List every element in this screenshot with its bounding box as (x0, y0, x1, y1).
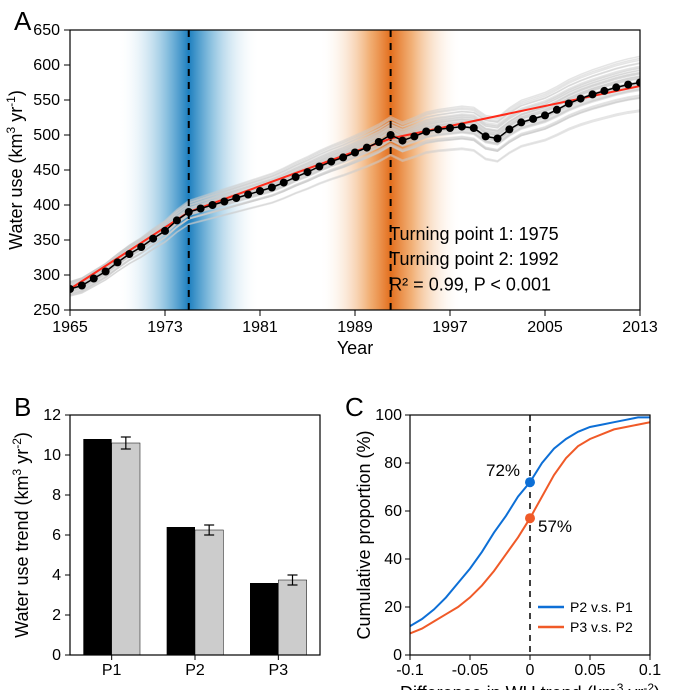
svg-text:57%: 57% (538, 517, 572, 536)
panel-a-chart: 1965 1973 1981 1989 1997 2005 2013 250 300 350 400… (0, 0, 679, 380)
svg-text:450: 450 (33, 162, 60, 179)
svg-text:2005: 2005 (527, 319, 563, 336)
svg-text:2013: 2013 (622, 319, 658, 336)
svg-text:Year: Year (337, 338, 373, 358)
svg-text:350: 350 (33, 232, 60, 249)
svg-text:1973: 1973 (147, 319, 183, 336)
panel-c-chart: 72% 57% -0.1 -0.05 0 0.05 0.1 0 20 40 60 80 100 Diffe… (345, 400, 679, 690)
svg-text:P2: P2 (185, 662, 205, 679)
svg-text:12: 12 (43, 407, 61, 424)
svg-text:P1: P1 (102, 662, 122, 679)
svg-text:Turning point 2: 1992: Turning point 2: 1992 (389, 249, 558, 269)
svg-text:Water use trend (km3 yr-2): Water use trend (km3 yr-2) (10, 432, 32, 638)
svg-text:60: 60 (384, 503, 402, 520)
svg-text:1997: 1997 (432, 319, 468, 336)
panel-b-chart: P1 P2 P3 0 2 4 6 8 10 12 Water use trend (km3 yr-2… (0, 400, 345, 680)
svg-text:R² = 0.99, P < 0.001: R² = 0.99, P < 0.001 (389, 274, 551, 294)
svg-text:1981: 1981 (242, 319, 278, 336)
svg-text:300: 300 (33, 267, 60, 284)
svg-text:400: 400 (33, 197, 60, 214)
svg-text:-0.1: -0.1 (396, 662, 424, 679)
svg-text:6: 6 (52, 527, 61, 544)
svg-text:Turning point 1: 1975: Turning point 1: 1975 (389, 224, 558, 244)
svg-text:1965: 1965 (52, 319, 88, 336)
svg-text:600: 600 (33, 57, 60, 74)
svg-text:0.05: 0.05 (574, 662, 605, 679)
svg-text:72%: 72% (486, 461, 520, 480)
svg-text:8: 8 (52, 487, 61, 504)
svg-text:40: 40 (384, 551, 402, 568)
svg-text:P3: P3 (269, 662, 289, 679)
figure-container: A B C 1965197319811989199720052013250300… (0, 0, 679, 690)
svg-text:10: 10 (43, 447, 61, 464)
svg-text:P2 v.s. P1: P2 v.s. P1 (570, 599, 633, 615)
svg-text:Water use (km3 yr-1): Water use (km3 yr-1) (4, 90, 26, 250)
svg-text:20: 20 (384, 599, 402, 616)
svg-text:0: 0 (52, 647, 61, 664)
svg-text:P3 v.s. P2: P3 v.s. P2 (570, 619, 633, 635)
svg-text:1989: 1989 (337, 319, 373, 336)
svg-text:2: 2 (52, 607, 61, 624)
svg-text:Cumulative proportion (%): Cumulative proportion (%) (354, 430, 374, 639)
svg-text:0.1: 0.1 (639, 662, 661, 679)
svg-text:Difference in WU trend (km3 yr: Difference in WU trend (km3 yr-2) (400, 681, 660, 690)
svg-text:80: 80 (384, 455, 402, 472)
svg-text:4: 4 (52, 567, 61, 584)
svg-text:100: 100 (375, 407, 402, 424)
svg-text:0: 0 (526, 662, 535, 679)
svg-text:0: 0 (393, 647, 402, 664)
svg-text:550: 550 (33, 92, 60, 109)
svg-text:500: 500 (33, 127, 60, 144)
svg-text:250: 250 (33, 302, 60, 319)
svg-text:-0.05: -0.05 (452, 662, 489, 679)
svg-text:650: 650 (33, 22, 60, 39)
